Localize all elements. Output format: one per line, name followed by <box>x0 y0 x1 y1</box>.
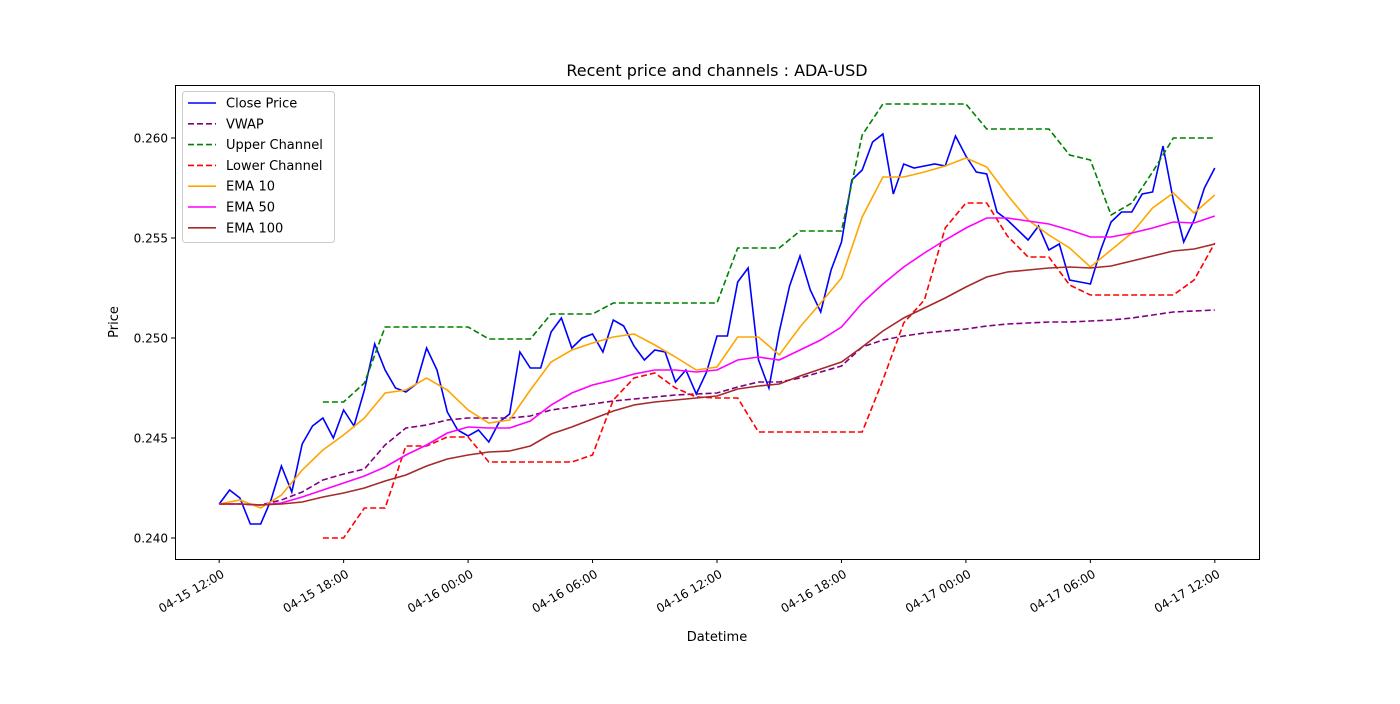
y-tick-label: 0.245 <box>134 432 168 446</box>
x-tick-label: 04-16 18:00 <box>779 567 849 616</box>
series-line-close-price <box>218 132 1216 525</box>
series-line-ema-50 <box>219 215 1216 506</box>
legend-item-ema-50: EMA 50 <box>188 201 275 216</box>
y-axis-label: Price <box>107 306 122 338</box>
chart-title: Recent price and channels : ADA-USD <box>566 61 867 80</box>
series-line-upper-channel <box>322 103 1215 403</box>
y-tick-label: 0.250 <box>134 332 168 346</box>
legend-label: EMA 100 <box>226 221 283 236</box>
legend-label: VWAP <box>226 117 264 132</box>
x-axis-label: Datetime <box>687 630 747 645</box>
legend-item-lower-channel: Lower Channel <box>188 159 322 174</box>
legend-item-upper-channel: Upper Channel <box>188 138 323 153</box>
x-tick-label: 04-17 06:00 <box>1027 567 1097 616</box>
series-layer <box>218 103 1216 539</box>
series-line-ema-100 <box>219 243 1215 506</box>
y-tick-label: 0.260 <box>134 132 168 146</box>
y-tick-label: 0.255 <box>134 232 168 246</box>
series-line-lower-channel <box>322 202 1216 539</box>
x-tick-label: 04-15 18:00 <box>281 567 351 616</box>
x-tick-label: 04-17 12:00 <box>1152 567 1222 616</box>
legend-label: Lower Channel <box>226 159 322 174</box>
x-tick-label: 04-16 00:00 <box>405 567 475 616</box>
legend-frame <box>182 91 335 243</box>
legend: Close Price VWAP Upper Channel Lower Channe… <box>182 91 335 243</box>
series-line-ema-10 <box>219 157 1216 509</box>
x-tick-label: 04-16 12:00 <box>654 567 724 616</box>
y-tick-label: 0.240 <box>134 532 168 546</box>
legend-label: EMA 10 <box>226 180 275 195</box>
x-axis: 04-15 12:00 04-15 18:00 04-16 00:00 04-16 0… <box>156 559 1222 616</box>
y-axis: 0.240 0.245 0.250 0.255 0.260 <box>134 132 175 546</box>
legend-item-close-price: Close Price <box>188 97 297 112</box>
legend-item-vwap: VWAP <box>188 117 264 132</box>
plot-frame <box>175 85 1260 560</box>
legend-label: Close Price <box>226 97 297 112</box>
legend-item-ema-100: EMA 100 <box>188 221 283 236</box>
legend-label: Upper Channel <box>226 138 323 153</box>
series-line-vwap <box>219 309 1215 506</box>
legend-item-ema-10: EMA 10 <box>188 180 275 195</box>
x-tick-label: 04-17 00:00 <box>903 567 973 616</box>
x-tick-label: 04-16 06:00 <box>530 567 600 616</box>
x-tick-label: 04-15 12:00 <box>156 567 226 616</box>
legend-label: EMA 50 <box>226 201 275 216</box>
